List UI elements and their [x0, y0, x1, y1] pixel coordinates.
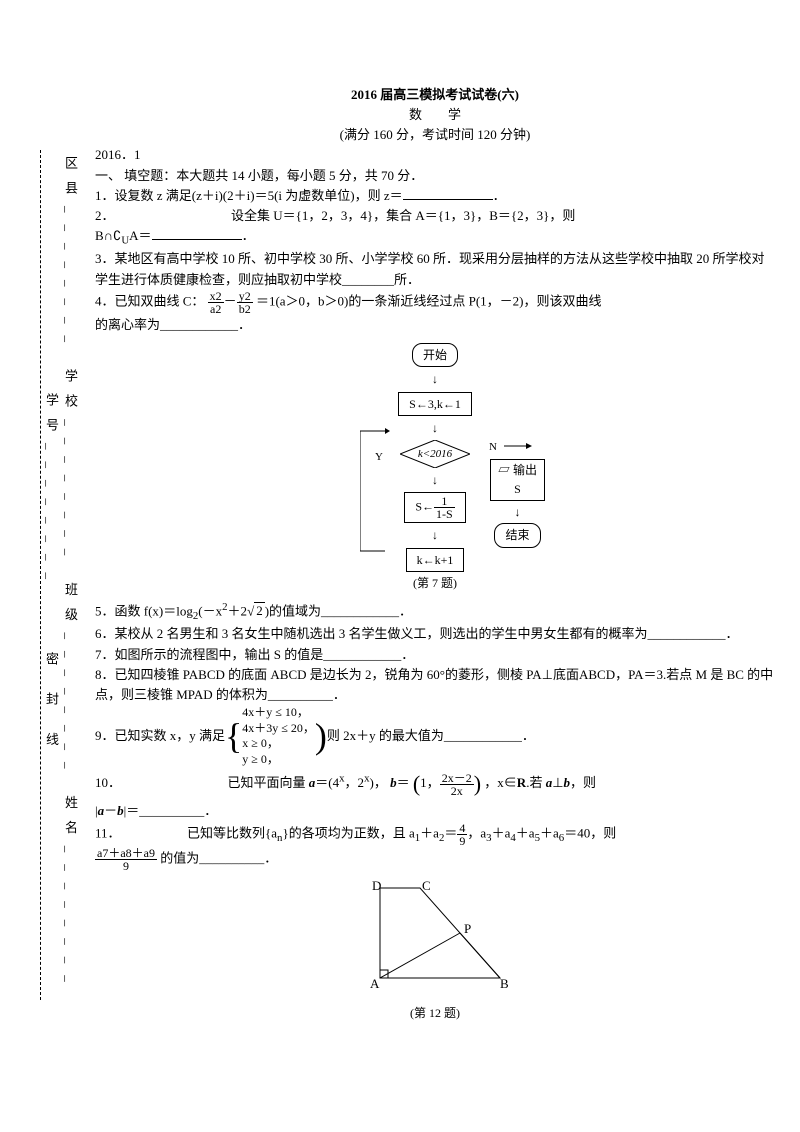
- question-8: 8．已知四棱锥 PABCD 的底面 ABCD 是边长为 2，锐角为 60°的菱形…: [95, 665, 775, 705]
- flow-step: S←11-S: [404, 492, 465, 523]
- q10b: ＝(4: [315, 775, 339, 790]
- question-2-cont: B∩∁UA＝．: [95, 226, 775, 249]
- q11h: ＋a: [540, 825, 559, 840]
- q10-one: 1，: [420, 775, 440, 790]
- q5d: )的值域为____________．: [265, 603, 412, 618]
- q10h: ⊥: [552, 775, 563, 790]
- q11k: 的值为__________．: [160, 850, 277, 865]
- q11i: ＝40，则: [564, 825, 616, 840]
- left-brace: {: [225, 707, 242, 765]
- exam-date: 2016．1: [95, 145, 775, 165]
- q10-mid: 已知平面向量: [228, 775, 309, 790]
- question-9: 9．已知实数 x，y 满足 { 4x＋y ≤ 10， 4x＋3y ≤ 20， x…: [95, 705, 775, 767]
- question-10: 10． 已知平面向量 a＝(4x，2x)， b＝ (1，2x－22x) ，x∈R…: [95, 767, 775, 801]
- question-3: 3．某地区有高中学校 10 所、初中学校 30 所、小学学校 60 所．现采用分…: [95, 249, 775, 289]
- label-A: A: [370, 976, 380, 991]
- q10i: ，则: [570, 775, 596, 790]
- fig7-caption: (第 7 题): [95, 574, 775, 593]
- arrow-icon: ↓: [432, 421, 438, 435]
- answer-blank[interactable]: [152, 226, 242, 240]
- q2-text: 设全集 U＝{1，2，3，4}，集合 A＝{1，3}，B＝{2，3}，则: [231, 208, 575, 223]
- inequality-system: 4x＋y ≤ 10， 4x＋3y ≤ 20， x ≥ 0， y ≥ 0，: [242, 705, 315, 767]
- section-heading: 一、 填空题：本大题共 14 小题，每小题 5 分，共 70 分．: [95, 166, 775, 186]
- answer-blank[interactable]: [403, 186, 493, 200]
- flow-output: ▱ 输出S: [490, 459, 545, 500]
- q2d: A＝: [129, 228, 151, 243]
- arrow-icon: ↓: [515, 505, 521, 519]
- loop-line: [360, 416, 390, 556]
- q9-tail: 则 2x＋y 的最大值为____________．: [327, 726, 535, 746]
- q10f: ，x∈: [484, 775, 517, 790]
- question-1: 1．设复数 z 满足(z＋i)(2＋i)＝5(i 为虚数单位)，则 z＝．: [95, 186, 775, 206]
- q1-text: 1．设复数 z 满足(z＋i)(2＋i)＝5(i 为虚数单位)，则 z＝: [95, 188, 403, 203]
- q4-lead: 4．已知双曲线 C：: [95, 293, 204, 308]
- exam-info: (满分 160 分，考试时间 120 分钟): [95, 125, 775, 145]
- label-D: D: [372, 878, 381, 893]
- q11f: ＋a: [492, 825, 511, 840]
- question-7: 7．如图所示的流程图中，输出 S 的值是____________．: [95, 645, 775, 665]
- question-6: 6．某校从 2 名男生和 3 名女生中随机选出 3 名学生做义工，则选出的学生中…: [95, 624, 775, 644]
- q9-lead: 9．已知实数 x，y 满足: [95, 726, 225, 746]
- question-11: 11． 已知等比数列{an}的各项均为正数，且 a1＋a2＝49，a3＋a4＋a…: [95, 822, 775, 847]
- q2-num: 2．: [95, 208, 115, 223]
- question-5: 5．函数 f(x)＝log2(－x2＋2√2)的值域为____________．: [95, 599, 775, 625]
- q2c: B∩∁: [95, 228, 121, 243]
- sqrt-2: 2: [254, 602, 265, 618]
- subscript-u: U: [121, 235, 129, 247]
- question-4: 4．已知双曲线 C： x2a2－y2b2 ＝1(a＞0，b＞0)的一条渐近线经过…: [95, 290, 775, 315]
- exam-title: 2016 届高三模拟考试试卷(六): [95, 85, 775, 105]
- q11-num: 11．: [95, 825, 121, 840]
- q11e: ，a: [467, 825, 486, 840]
- question-11-cont: a7＋a8＋a99 的值为__________．: [95, 847, 775, 872]
- flow-decision: k<2016: [400, 440, 470, 468]
- frac-49: 49: [457, 822, 467, 847]
- cond-text: k<2016: [418, 448, 452, 460]
- q3-text: 3．某地区有高中学校 10 所、初中学校 30 所、小学学校 60 所．现采用分…: [95, 251, 765, 286]
- frac-a789: a7＋a8＋a99: [95, 847, 157, 872]
- q10c: ，2: [345, 775, 365, 790]
- q10l: |＝__________．: [124, 803, 218, 818]
- q10d: )，: [369, 775, 386, 790]
- q11b: }的各项均为正数，且 a: [282, 825, 414, 840]
- page-content: 2016 届高三模拟考试试卷(六) 数 学 (满分 160 分，考试时间 120…: [95, 85, 775, 1028]
- q5a: 5．函数 f(x)＝log: [95, 603, 193, 618]
- q11c: ＋a: [420, 825, 439, 840]
- binding-sidebar: 区县________ 学校________ 班级________ 姓名_____…: [10, 150, 80, 1000]
- q10e: ＝: [397, 775, 410, 790]
- q5c: ＋2: [228, 603, 248, 618]
- flow-start: 开始: [412, 343, 458, 368]
- fraction-y2b2: y2b2: [237, 290, 253, 315]
- q11-mid: 已知等比数列{a: [187, 825, 277, 840]
- set-R: R: [517, 775, 526, 790]
- q10-num: 10．: [95, 775, 121, 790]
- sidebar-fields: 区县________ 学校________ 班级________ 姓名_____…: [44, 156, 78, 994]
- q10-frac: 2x－22x: [440, 772, 474, 797]
- fig12-caption: (第 12 题): [95, 1004, 775, 1023]
- q10k: －: [104, 803, 117, 818]
- subject: 数 学: [95, 105, 775, 125]
- flow-inc: k←k+1: [406, 548, 465, 573]
- right-paren: ): [315, 707, 327, 765]
- label-C: C: [422, 878, 431, 893]
- arrow-icon: ↓: [432, 528, 438, 542]
- q11d: ＝: [444, 825, 457, 840]
- label-B: B: [500, 976, 509, 991]
- question-2: 2． 设全集 U＝{1，2，3，4}，集合 A＝{1，3}，B＝{2，3}，则: [95, 206, 775, 226]
- fraction-x2a2: x2a2: [208, 290, 224, 315]
- flowchart-figure: 开始 ↓ S←3,k←1 ↓ k<2016 Y N ↓ S←11-S ↓ k←k…: [95, 341, 775, 593]
- flow-end: 结束: [494, 523, 540, 548]
- q4-mid: ＝1(a＞0，b＞0)的一条渐近线经过点 P(1，－2)，则该双曲线: [256, 293, 602, 308]
- q5b: (－x: [198, 603, 222, 618]
- question-4-cont: 的离心率为____________．: [95, 315, 775, 335]
- n-branch: ▱ 输出S ↓ 结束: [490, 439, 545, 550]
- sidebar-markers: 密 封 线: [44, 652, 59, 758]
- question-10-cont: |a－b|＝__________．: [95, 801, 775, 821]
- arrow-icon: ↓: [432, 372, 438, 386]
- flow-init: S←3,k←1: [398, 392, 472, 417]
- q11g: ＋a: [516, 825, 535, 840]
- label-P: P: [464, 921, 471, 936]
- arrow-icon: ↓: [432, 473, 438, 487]
- q10g: .若: [526, 775, 546, 790]
- geometry-figure: D C P A B (第 12 题): [95, 878, 775, 1023]
